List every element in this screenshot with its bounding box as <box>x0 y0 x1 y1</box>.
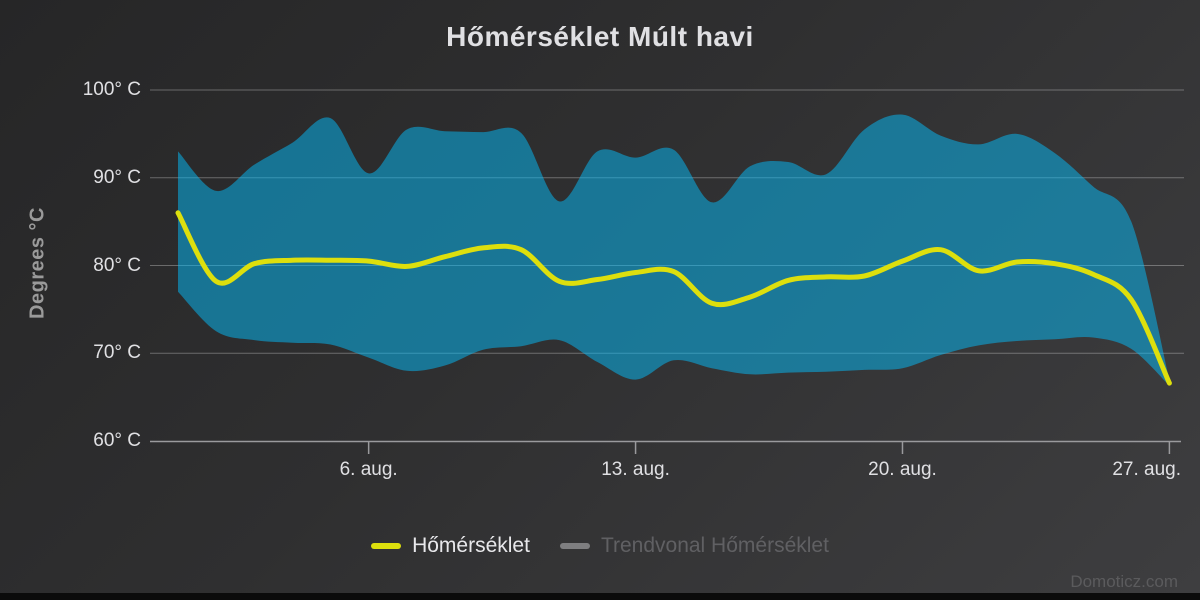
legend-label: Trendvonal Hőmérséklet <box>600 534 829 557</box>
x-tick-label: 13. aug. <box>601 459 670 480</box>
temperature-line <box>175 210 1172 386</box>
legend-series-dash-icon <box>371 543 402 549</box>
y-tick-label: 60° C <box>93 430 141 451</box>
x-tick-label: 6. aug. <box>339 459 398 480</box>
x-tick-label: 20. aug. <box>868 459 937 480</box>
chart-title: Hőmérséklet Múlt havi <box>446 21 754 52</box>
temperature-range-area <box>178 114 1170 386</box>
y-tick-label: 80° C <box>93 254 141 276</box>
legend: Hőmérséklet Trendvonal Hőmérséklet <box>0 533 1200 559</box>
legend-series-dash-icon <box>559 543 590 549</box>
legend-item-homerseklet[interactable]: Hőmérséklet <box>371 533 530 559</box>
y-tick-label: 100° C <box>82 79 141 100</box>
bottom-bar <box>0 593 1200 600</box>
credit-link[interactable]: Domoticz.com <box>1070 572 1178 591</box>
x-tick-label: 27. aug. <box>1112 459 1181 480</box>
y-tick-label: 70° C <box>93 342 141 364</box>
y-tick-label: 90° C <box>93 166 141 188</box>
legend-label: Hőmérséklet <box>412 534 530 557</box>
legend-item-trendvonal-homerseklet[interactable]: Trendvonal Hőmérséklet <box>559 533 829 559</box>
